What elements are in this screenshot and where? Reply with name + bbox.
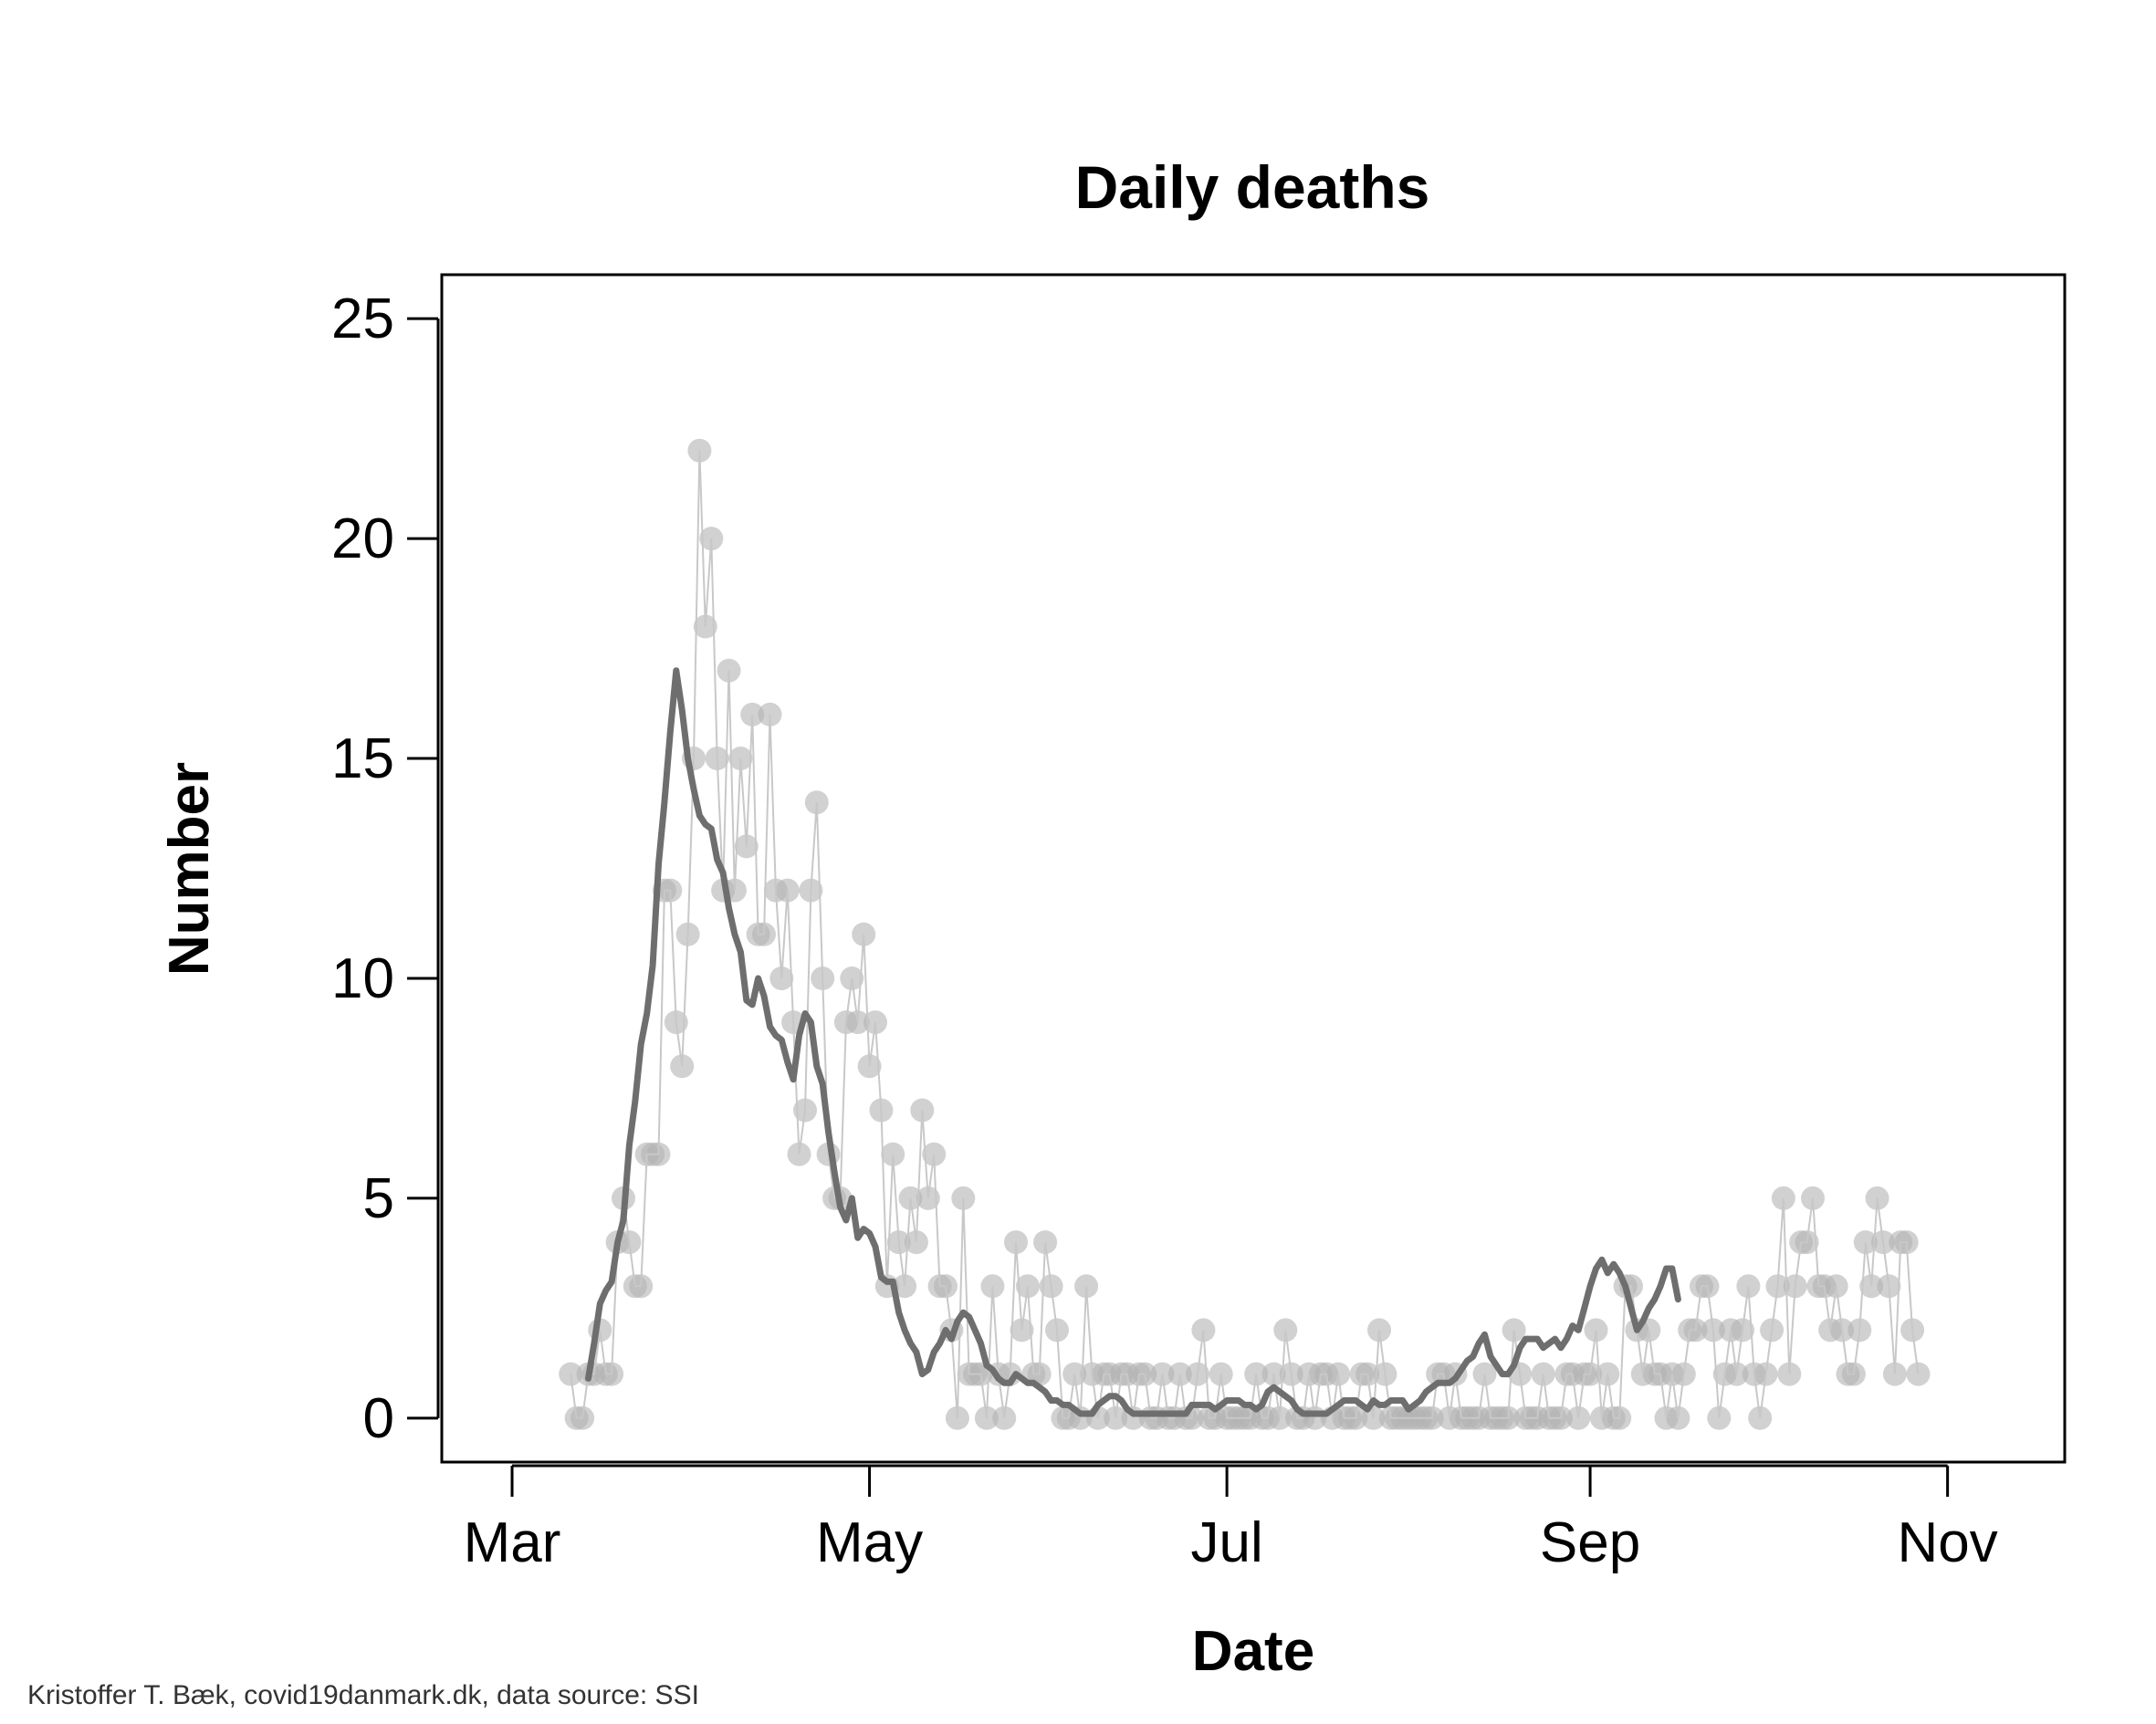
y-tick-label: 20 bbox=[331, 507, 394, 570]
x-tick-label: Mar bbox=[464, 1511, 561, 1574]
y-axis-label: Number bbox=[158, 762, 221, 976]
y-tick-label: 5 bbox=[363, 1167, 394, 1230]
x-tick-label: Jul bbox=[1190, 1511, 1262, 1574]
y-tick-label: 15 bbox=[331, 727, 394, 790]
y-tick-label: 10 bbox=[331, 947, 394, 1010]
y-axis: 0 5 10 15 20 25 bbox=[331, 287, 440, 1450]
x-axis: Mar May Jul Sep Nov bbox=[464, 1464, 1998, 1574]
rolling-average-line bbox=[585, 667, 1681, 1417]
x-tick-label: Sep bbox=[1540, 1511, 1640, 1574]
plot-frame bbox=[440, 273, 2067, 1464]
y-tick-label: 25 bbox=[331, 287, 394, 350]
x-tick-label: Nov bbox=[1897, 1511, 1997, 1574]
chart-title: Daily deaths bbox=[1075, 153, 1430, 221]
x-tick-label: May bbox=[816, 1511, 923, 1574]
x-axis-label: Date bbox=[1192, 1620, 1314, 1683]
source-caption: Kristoffer T. Bæk, covid19danmark.dk, da… bbox=[27, 1680, 699, 1710]
y-tick-label: 0 bbox=[363, 1387, 394, 1450]
